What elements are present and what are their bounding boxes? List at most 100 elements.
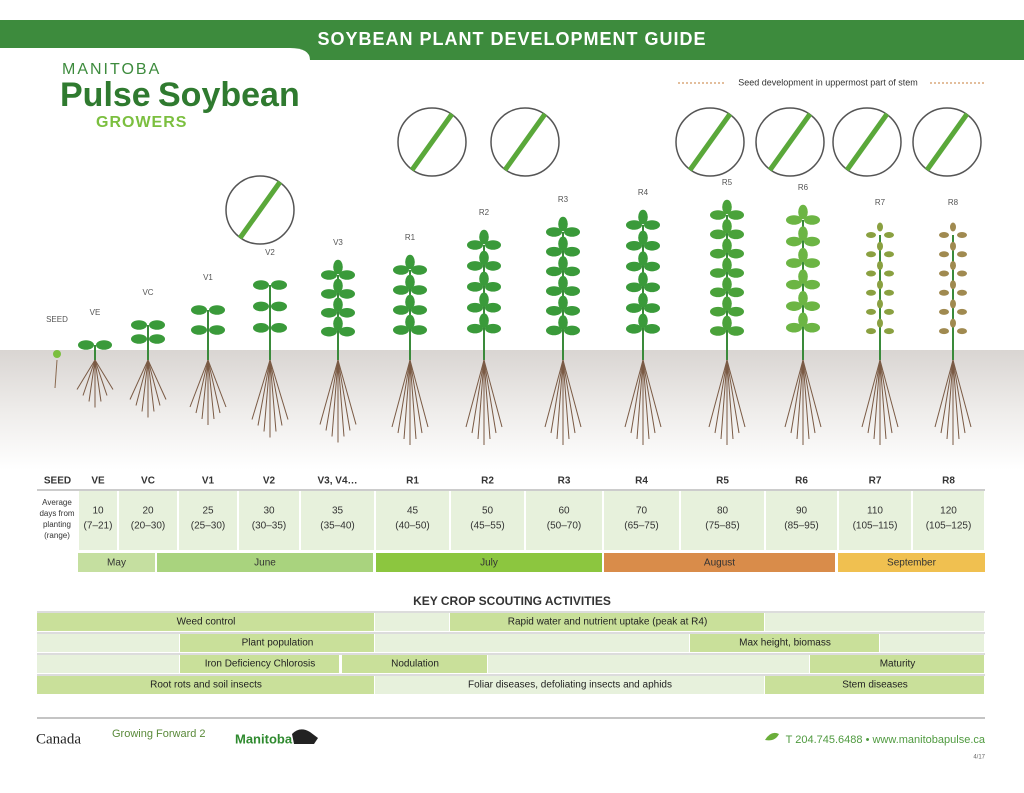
scouting-title: KEY CROP SCOUTING ACTIVITIES	[413, 594, 611, 608]
day-text: 45	[407, 506, 419, 517]
root	[397, 359, 411, 434]
root	[714, 359, 728, 434]
leaf	[866, 308, 876, 315]
day-text: 70	[636, 506, 648, 517]
root	[790, 359, 804, 434]
leaf	[939, 328, 949, 335]
leaf	[485, 282, 501, 292]
root	[409, 359, 429, 428]
leaf	[78, 340, 94, 350]
leaf	[728, 210, 744, 220]
scouting-bar	[765, 676, 984, 694]
scouting-label: Rapid water and nutrient uptake (peak at…	[508, 617, 708, 628]
root	[642, 359, 650, 440]
inset-stem	[502, 112, 548, 172]
leaf	[411, 265, 427, 275]
day-cell	[604, 491, 679, 550]
leaf	[710, 306, 726, 317]
leaf	[546, 305, 562, 316]
leaf	[728, 287, 744, 298]
day-text: (40–50)	[395, 521, 429, 532]
leaf	[950, 299, 956, 309]
seed-note: Seed development in uppermost part of st…	[738, 77, 918, 87]
leaf	[798, 226, 808, 241]
scouting-label: Weed control	[177, 617, 236, 628]
month-bar	[376, 553, 602, 572]
leaf	[877, 260, 883, 270]
table-header: V2	[263, 476, 276, 487]
stage-label: R3	[558, 195, 569, 204]
leaf	[485, 302, 501, 313]
leaf	[131, 320, 147, 330]
root	[337, 359, 345, 437]
leaf	[866, 289, 876, 296]
leaf	[710, 268, 726, 278]
plants: SEED VE VC V1 V2 V3 R1 R2 R3 R4 R5 R6 R7 R8	[46, 107, 982, 445]
leaf	[271, 301, 287, 312]
root	[952, 359, 972, 428]
leaf	[804, 322, 820, 333]
root	[934, 359, 954, 428]
root	[189, 359, 209, 408]
leaf	[479, 250, 489, 266]
day-text: 60	[558, 506, 570, 517]
leaf	[950, 318, 956, 328]
leaf	[644, 282, 660, 293]
root	[471, 359, 485, 434]
leaf	[333, 278, 343, 294]
leaf	[626, 240, 642, 251]
row-label: planting	[43, 520, 71, 529]
day-text: (85–95)	[784, 521, 818, 532]
stage-label: SEED	[46, 315, 68, 324]
day-cell	[451, 491, 524, 550]
leaf	[638, 209, 648, 225]
day-cell	[839, 491, 911, 550]
month-label: July	[480, 558, 498, 569]
root	[477, 359, 485, 440]
stage-label: V3	[333, 238, 343, 247]
root	[784, 359, 804, 428]
leaf	[786, 322, 802, 333]
leaf	[321, 326, 337, 337]
leaf	[644, 240, 660, 251]
leaf	[722, 257, 732, 273]
day-text: (105–125)	[926, 521, 972, 532]
leaf	[405, 274, 415, 290]
scouting-label: Plant population	[242, 638, 314, 649]
header-title: SOYBEAN PLANT DEVELOPMENT GUIDE	[317, 29, 706, 49]
scouting-bar	[37, 676, 374, 694]
row-label: (range)	[44, 531, 70, 540]
leaf	[209, 305, 225, 315]
scouting-bars: Weed control Rapid water and nutrient upt…	[37, 611, 985, 694]
root	[54, 359, 58, 389]
root	[147, 359, 161, 406]
inset-stem	[237, 180, 283, 240]
leaf	[866, 251, 876, 258]
leaf	[728, 268, 744, 278]
leaf	[884, 232, 894, 238]
leaf	[957, 251, 967, 258]
leaf	[467, 240, 483, 250]
leaf	[638, 272, 648, 287]
leaf	[546, 286, 562, 296]
leaf	[321, 307, 337, 318]
table-header: V1	[202, 476, 215, 487]
day-cell	[766, 491, 837, 550]
logo-word: Pulse	[60, 76, 151, 114]
leaf	[786, 215, 802, 225]
leaf	[546, 266, 562, 277]
leaf	[804, 301, 820, 311]
leaf	[333, 297, 343, 312]
scouting-label: Foliar diseases, defoliating insects and…	[468, 680, 672, 691]
root	[556, 359, 564, 440]
root	[642, 359, 656, 434]
leaf	[950, 280, 956, 290]
root	[796, 359, 804, 440]
leaf	[957, 308, 967, 315]
leaf	[884, 289, 894, 296]
month-label: June	[254, 558, 276, 569]
leaf	[626, 220, 642, 230]
day-text: (7–21)	[84, 521, 113, 532]
day-cell	[301, 491, 374, 550]
leaf	[638, 313, 648, 329]
